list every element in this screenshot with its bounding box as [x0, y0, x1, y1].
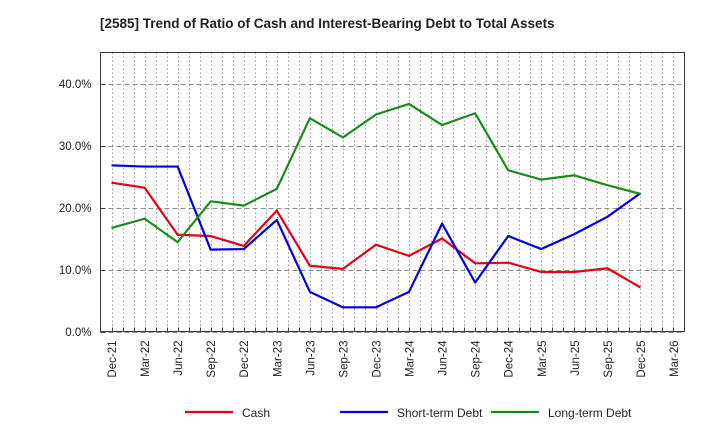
legend-label-long-term-debt: Long-term Debt: [548, 406, 632, 420]
x-axis-tick-label: Jun-23: [305, 341, 317, 376]
x-axis-tick-label: Dec-23: [371, 341, 383, 378]
x-axis-labels: Dec-21 Mar-22 Jun-22 Sep-22 Dec-22 Mar-23 Jun-…: [107, 340, 681, 378]
y-axis-tick-label: 40.0%: [59, 79, 92, 91]
x-axis-tick-label: Dec-24: [504, 340, 516, 378]
legend-label-short-term-debt: Short-term Debt: [397, 406, 483, 420]
series-line-cash: [111, 181, 641, 289]
y-axis-tick-label: 20.0%: [59, 203, 92, 215]
x-axis-tick-label: Mar-23: [272, 341, 284, 377]
x-axis-tick-label: Jun-22: [173, 341, 185, 376]
x-axis-tick-label: Sep-25: [603, 341, 615, 378]
x-axis-tick-label: Dec-22: [239, 341, 251, 378]
y-axis-tick-label: 0.0%: [65, 327, 91, 339]
x-axis-tick-label: Mar-24: [405, 340, 417, 377]
series-line-long-term-debt: [111, 102, 641, 244]
x-axis-tick-label: Sep-23: [338, 341, 350, 378]
x-axis-tick-label: Jun-25: [570, 341, 582, 376]
x-axis-tick-label: Mar-25: [537, 341, 549, 377]
x-axis-tick-label: Mar-22: [140, 341, 152, 377]
y-axis-labels: 0.0% 10.0% 20.0% 30.0% 40.0%: [59, 79, 92, 339]
x-axis-tick-label: Dec-25: [636, 341, 648, 378]
legend-label-cash: Cash: [242, 406, 270, 420]
axis-tick-marks: [100, 84, 674, 333]
plot-area-frame: [99, 51, 686, 333]
vertical-gridlines: [112, 52, 674, 332]
y-axis-tick-label: 30.0%: [59, 141, 92, 153]
x-axis-tick-label: Dec-21: [107, 341, 119, 378]
y-axis-tick-label: 10.0%: [59, 265, 92, 277]
horizontal-gridlines: [100, 84, 685, 333]
series-line-short-term-debt: [111, 164, 642, 309]
x-axis-tick-label: Jun-24: [438, 340, 450, 376]
data-series-lines: [111, 102, 642, 309]
chart-title: [2585] Trend of Ratio of Cash and Intere…: [100, 16, 555, 31]
x-axis-tick-label: Sep-24: [471, 340, 483, 378]
x-axis-tick-label: Mar-26: [669, 341, 681, 377]
chart-legend: Cash Short-term Debt Long-term Debt: [185, 406, 632, 420]
x-axis-tick-label: Sep-22: [206, 341, 218, 378]
